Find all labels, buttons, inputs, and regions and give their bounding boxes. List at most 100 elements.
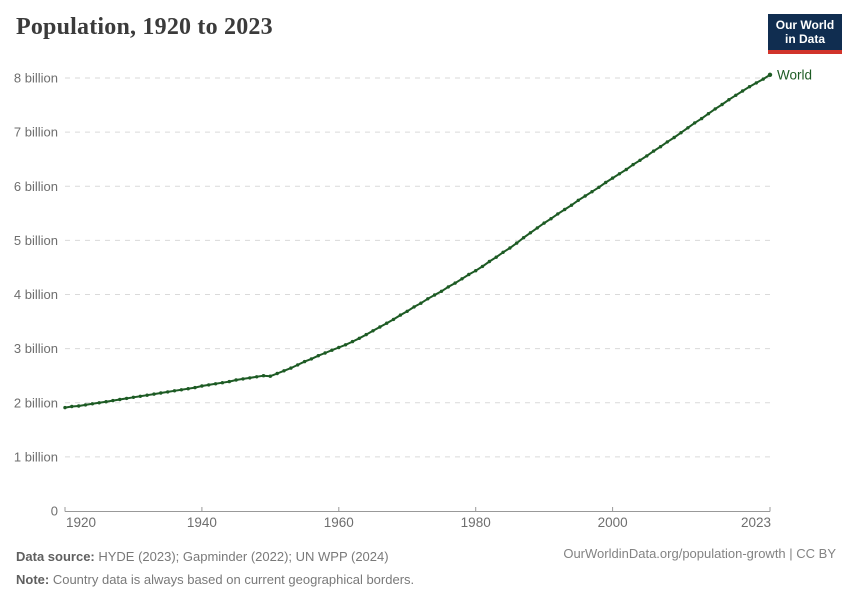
data-point-marker[interactable] xyxy=(268,374,272,378)
data-point-marker[interactable] xyxy=(330,348,334,352)
data-point-marker[interactable] xyxy=(590,190,594,194)
data-point-marker[interactable] xyxy=(528,231,533,235)
data-point-marker[interactable] xyxy=(734,93,738,98)
data-point-marker[interactable] xyxy=(241,377,245,381)
data-point-marker[interactable] xyxy=(563,207,567,212)
data-point-marker[interactable] xyxy=(405,309,409,313)
data-point-marker[interactable] xyxy=(569,203,574,207)
data-point-marker[interactable] xyxy=(104,400,108,404)
data-point-marker[interactable] xyxy=(651,149,656,153)
data-point-marker[interactable] xyxy=(474,269,478,273)
data-point-marker[interactable] xyxy=(166,390,170,394)
data-point-marker[interactable] xyxy=(631,162,635,167)
data-point-marker[interactable] xyxy=(740,89,745,93)
data-point-marker[interactable] xyxy=(638,158,642,162)
data-point-marker[interactable] xyxy=(480,264,485,269)
data-point-marker[interactable] xyxy=(296,363,300,367)
data-point-marker[interactable] xyxy=(337,345,341,350)
data-point-marker[interactable] xyxy=(323,351,327,355)
data-point-marker[interactable] xyxy=(275,371,279,376)
data-point-marker[interactable] xyxy=(124,396,129,401)
data-point-marker[interactable] xyxy=(145,393,149,397)
data-point-marker[interactable] xyxy=(118,397,122,402)
data-point-marker[interactable] xyxy=(227,379,231,384)
data-point-marker[interactable] xyxy=(398,313,403,317)
data-point-marker[interactable] xyxy=(261,374,266,378)
data-point-marker[interactable] xyxy=(83,403,88,407)
data-point-marker[interactable] xyxy=(255,375,259,379)
attribution-link[interactable]: OurWorldinData.org/population-growth | C… xyxy=(563,546,836,561)
data-point-marker[interactable] xyxy=(316,354,320,358)
data-point-marker[interactable] xyxy=(90,402,95,406)
data-point-marker[interactable] xyxy=(131,395,136,399)
data-point-marker[interactable] xyxy=(713,107,717,111)
data-point-marker[interactable] xyxy=(460,277,464,281)
world-line-markers[interactable] xyxy=(63,72,773,410)
data-point-marker[interactable] xyxy=(432,293,437,297)
data-point-marker[interactable] xyxy=(159,391,163,395)
data-point-marker[interactable] xyxy=(679,131,683,135)
data-point-marker[interactable] xyxy=(617,172,622,176)
data-point-marker[interactable] xyxy=(97,401,101,405)
data-point-marker[interactable] xyxy=(111,398,115,403)
data-point-marker[interactable] xyxy=(706,112,711,116)
data-point-marker[interactable] xyxy=(754,81,758,85)
data-point-marker[interactable] xyxy=(200,384,204,388)
data-point-marker[interactable] xyxy=(426,297,430,301)
data-point-marker[interactable] xyxy=(357,336,361,340)
data-point-marker[interactable] xyxy=(70,404,74,409)
data-point-marker[interactable] xyxy=(645,154,649,158)
data-point-marker[interactable] xyxy=(179,388,184,392)
data-point-marker[interactable] xyxy=(515,241,519,245)
data-point-marker[interactable] xyxy=(391,317,396,322)
data-point-marker[interactable] xyxy=(364,332,368,337)
data-point-marker[interactable] xyxy=(521,236,526,240)
data-point-marker[interactable] xyxy=(487,259,492,264)
data-point-marker[interactable] xyxy=(77,404,81,408)
data-point-marker[interactable] xyxy=(576,198,580,202)
data-point-marker[interactable] xyxy=(302,359,307,364)
data-point-marker[interactable] xyxy=(583,194,587,198)
data-point-marker[interactable] xyxy=(193,385,197,390)
owid-logo[interactable]: Our World in Data xyxy=(768,14,842,54)
data-point-marker[interactable] xyxy=(604,180,608,185)
data-point-marker[interactable] xyxy=(535,226,539,230)
data-point-marker[interactable] xyxy=(248,376,252,380)
data-point-marker[interactable] xyxy=(234,378,238,382)
data-point-marker[interactable] xyxy=(385,321,389,325)
data-point-marker[interactable] xyxy=(213,382,218,386)
data-point-marker[interactable] xyxy=(658,145,663,149)
data-point-marker[interactable] xyxy=(220,381,225,385)
data-point-marker[interactable] xyxy=(412,305,416,309)
data-point-marker[interactable] xyxy=(282,369,286,373)
data-point-marker[interactable] xyxy=(556,212,560,216)
data-point-marker[interactable] xyxy=(350,339,355,344)
data-point-marker[interactable] xyxy=(289,366,293,370)
data-point-marker[interactable] xyxy=(610,176,615,180)
data-point-marker[interactable] xyxy=(693,121,697,125)
data-point-marker[interactable] xyxy=(494,255,498,259)
data-point-marker[interactable] xyxy=(542,221,546,225)
data-point-marker[interactable] xyxy=(439,289,444,293)
data-point-marker[interactable] xyxy=(727,98,731,102)
data-point-marker[interactable] xyxy=(186,387,190,391)
data-point-marker[interactable] xyxy=(446,285,450,289)
data-point-marker[interactable] xyxy=(138,394,142,398)
data-point-marker[interactable] xyxy=(63,405,67,410)
data-point-marker[interactable] xyxy=(172,389,177,393)
data-point-marker[interactable] xyxy=(767,72,773,78)
data-point-marker[interactable] xyxy=(672,135,676,140)
data-point-marker[interactable] xyxy=(207,383,211,387)
data-point-marker[interactable] xyxy=(508,246,512,250)
data-point-marker[interactable] xyxy=(467,272,471,277)
data-point-marker[interactable] xyxy=(699,116,704,121)
data-point-marker[interactable] xyxy=(747,85,752,89)
data-point-marker[interactable] xyxy=(419,301,423,305)
series-label-world[interactable]: World xyxy=(777,67,812,82)
world-line[interactable] xyxy=(64,73,771,409)
data-point-marker[interactable] xyxy=(665,140,669,144)
data-point-marker[interactable] xyxy=(624,167,628,172)
data-point-marker[interactable] xyxy=(378,325,382,329)
data-point-marker[interactable] xyxy=(343,343,348,347)
